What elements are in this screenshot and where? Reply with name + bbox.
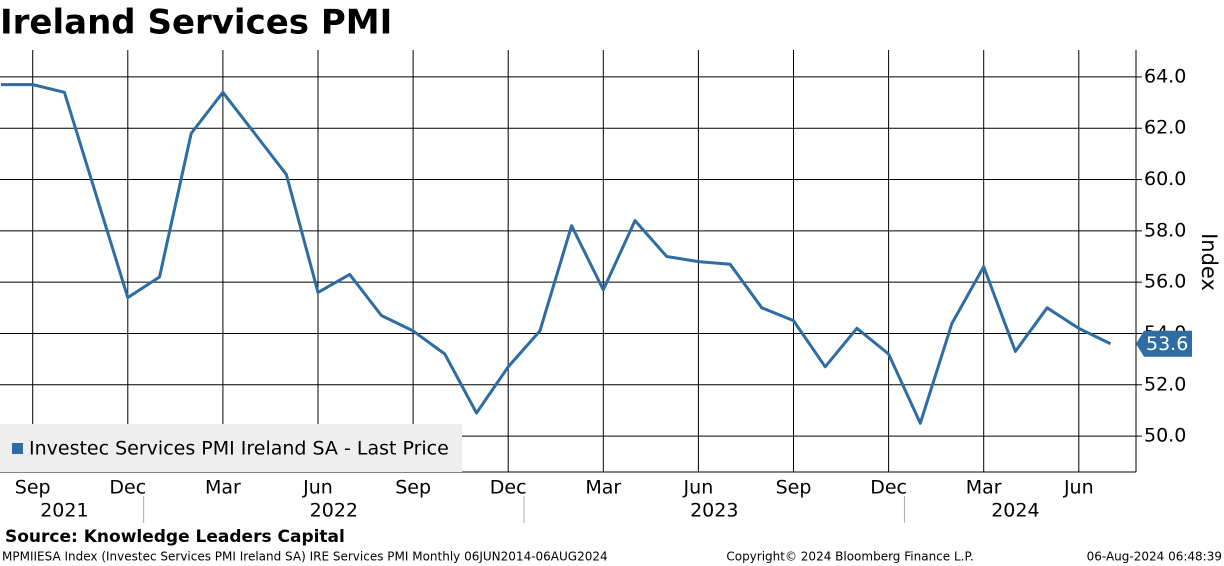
y-axis-label: Index [1197,233,1221,291]
y-tick-label: 64.0 [1144,65,1186,87]
x-tick-label: Sep [15,477,51,499]
x-tick-label: Mar [966,477,1002,499]
x-tick-label: Mar [585,477,621,499]
line-series [1,83,1112,425]
legend-label: Investec Services PMI Ireland SA - Last … [29,438,449,460]
x-year-label: 2021 [40,500,88,522]
x-tick-label: Sep [776,477,812,499]
legend-box [0,424,462,472]
x-tick-label: Dec [870,477,907,499]
legend-swatch [12,443,23,454]
footer-left: MPMIIESA Index (Investec Services PMI Ir… [2,550,608,564]
x-tick-label: Sep [395,477,431,499]
x-year-label: 2022 [310,500,358,522]
x-tick-label: Jun [1063,477,1094,499]
last-price-label: 53.6 [1146,333,1188,355]
footer-right: 06-Aug-2024 06:48:39 [1087,550,1222,564]
source: Source: Knowledge Leaders Capital [5,527,345,547]
y-tick-label: 62.0 [1144,117,1186,139]
y-tick-label: 60.0 [1144,168,1186,190]
x-year-label: 2024 [991,500,1039,522]
y-tick-label: 58.0 [1144,219,1186,241]
chart-title: Ireland Services PMI [0,3,392,43]
x-tick-label: Jun [683,477,714,499]
y-tick-label: 52.0 [1144,373,1186,395]
x-tick-label: Mar [205,477,241,499]
x-year-label: 2023 [690,500,738,522]
x-tick-label: Jun [302,477,333,499]
last-price-tag [1136,330,1192,357]
footer-center: Copyright© 2024 Bloomberg Finance L.P. [726,550,973,564]
x-tick-label: Dec [490,477,527,499]
y-tick-label: 50.0 [1144,425,1186,447]
y-tick-label: 56.0 [1144,271,1186,293]
x-tick-label: Dec [109,477,146,499]
